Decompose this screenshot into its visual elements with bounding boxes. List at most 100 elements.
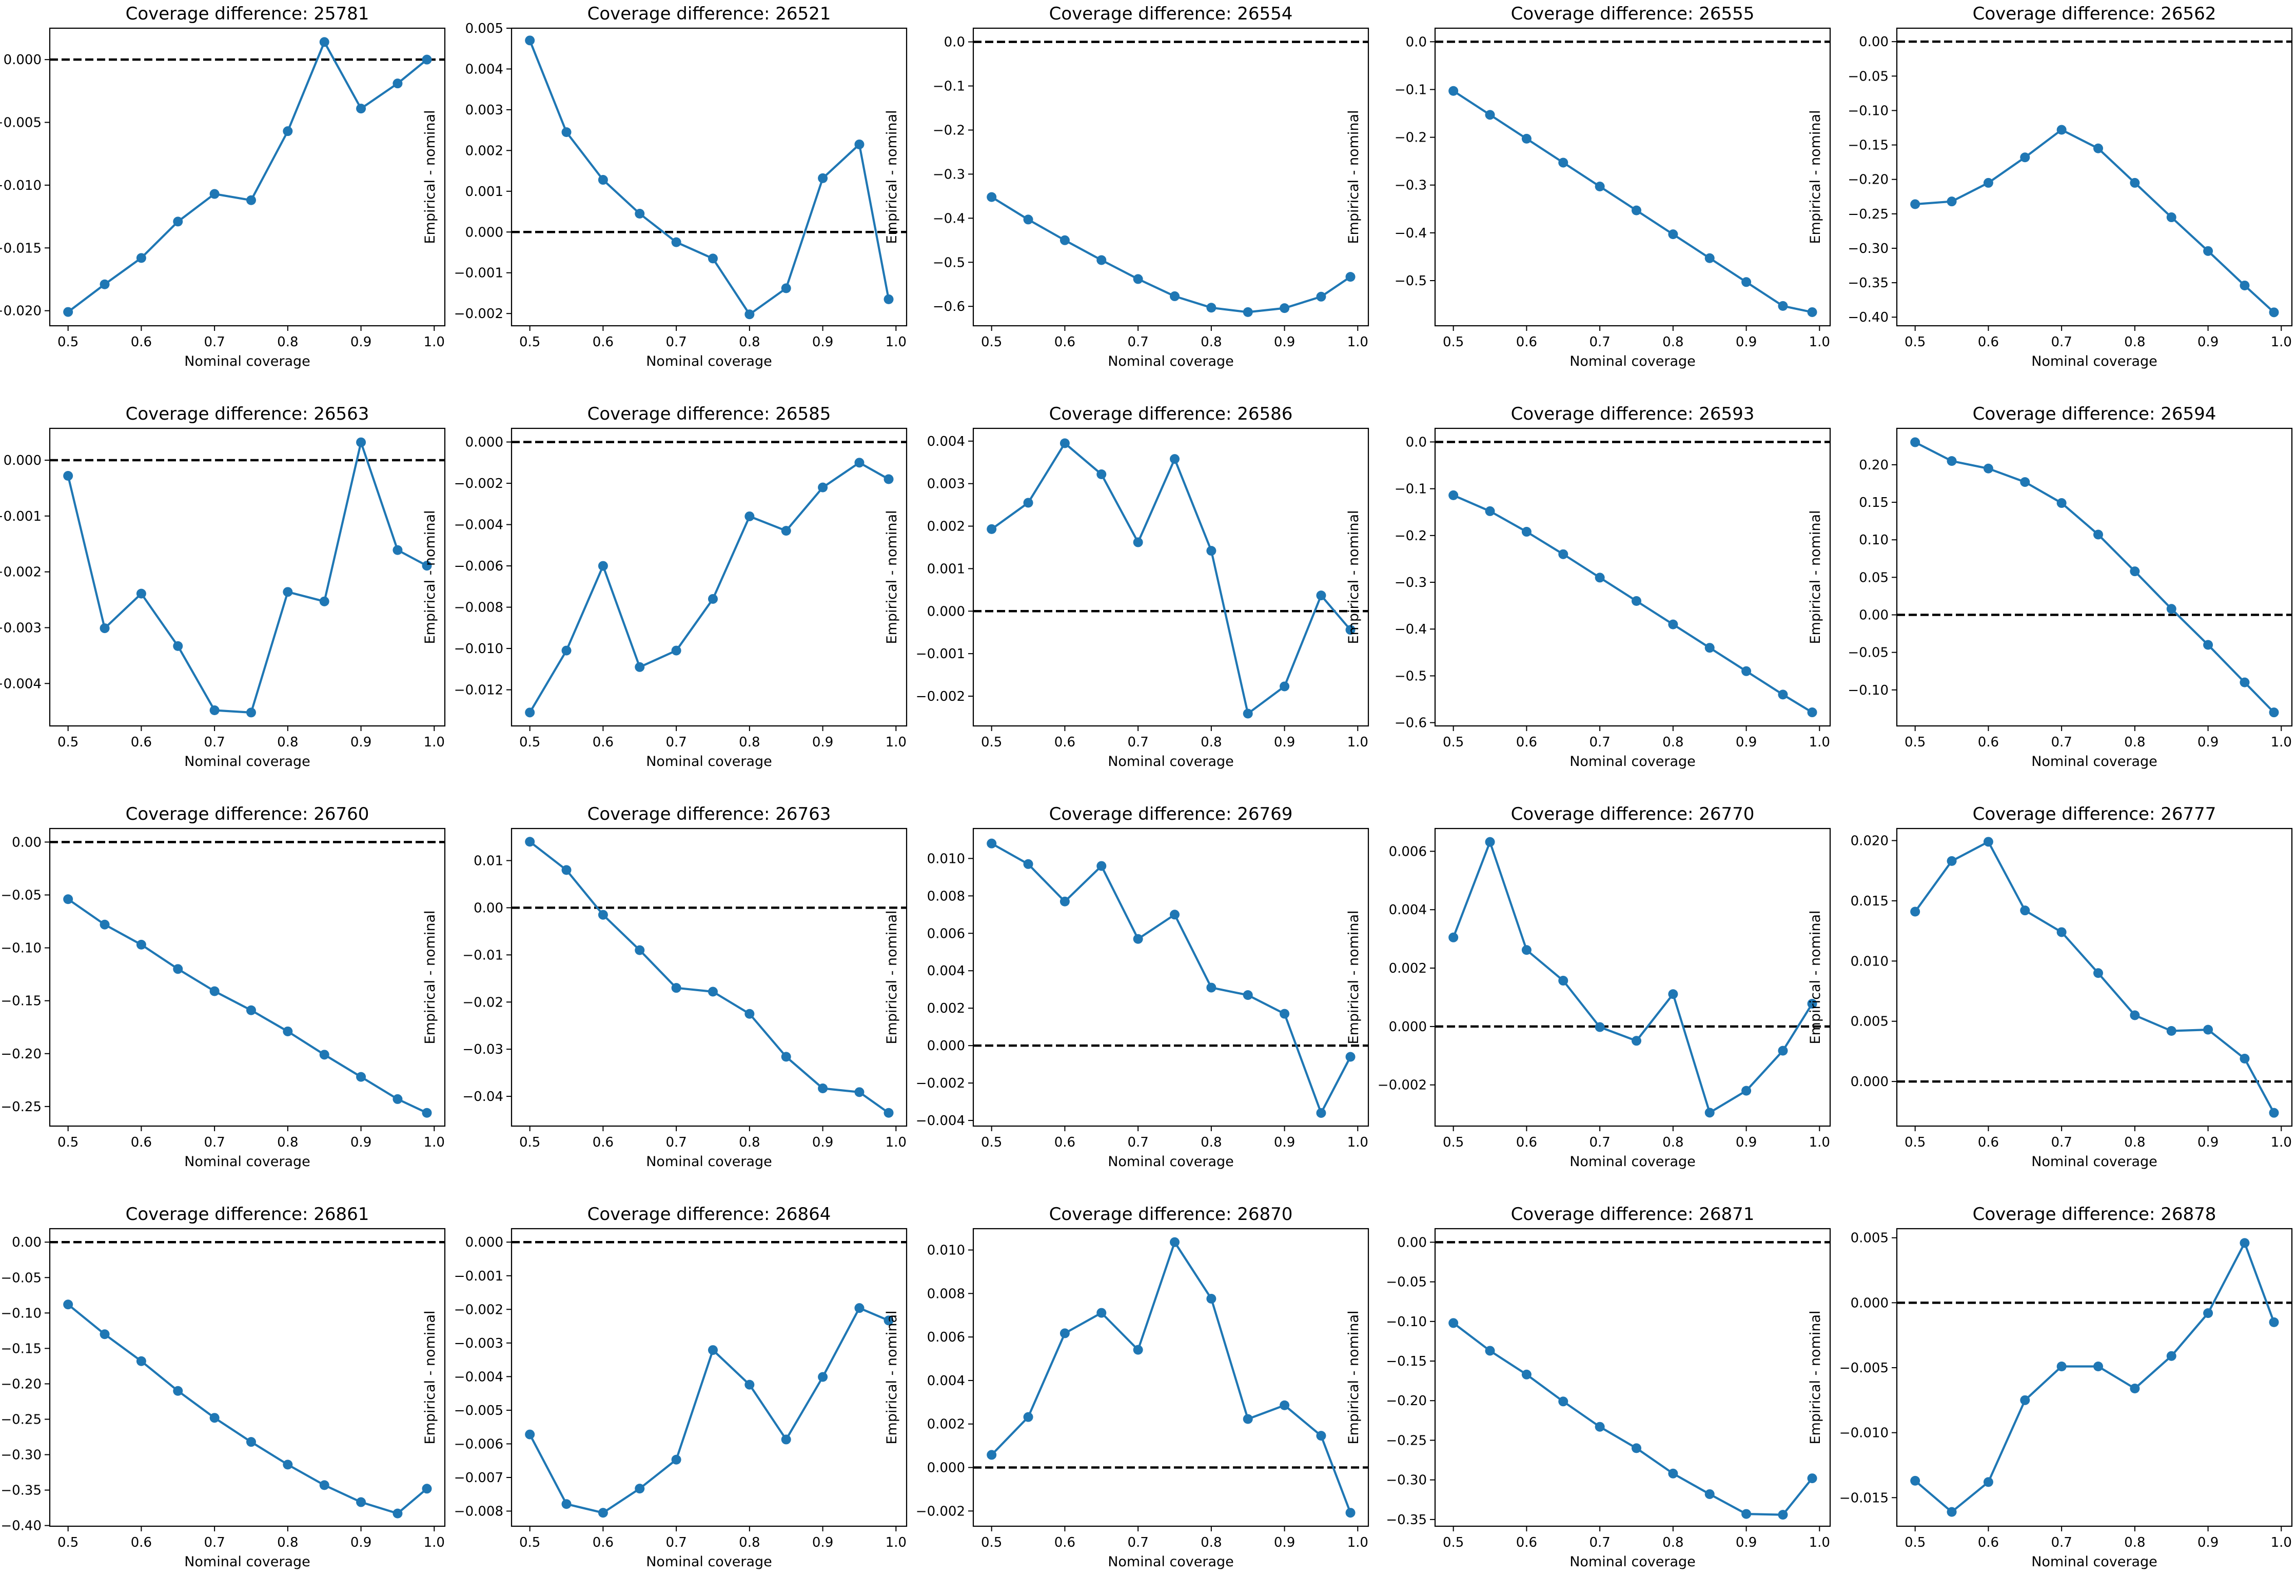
x-tick-label: 0.9 — [812, 1535, 833, 1550]
series-line — [1453, 90, 1813, 313]
data-point — [1316, 1431, 1326, 1441]
data-point — [1280, 1400, 1290, 1410]
data-point — [1983, 178, 1993, 188]
y-tick-label: 0.000 — [1389, 1019, 1427, 1035]
y-tick-label: 0.015 — [1851, 894, 1889, 909]
data-point — [2203, 640, 2213, 650]
y-tick-label: −0.006 — [454, 1436, 503, 1452]
data-point — [598, 561, 608, 571]
data-point — [818, 482, 828, 492]
data-point — [2130, 178, 2140, 188]
data-point — [1345, 625, 1356, 635]
data-point — [1059, 896, 1070, 907]
y-tick-label: 0.004 — [465, 62, 503, 77]
y-tick-label: 0.002 — [927, 1417, 965, 1432]
data-point — [1023, 1412, 1033, 1422]
subplot-26563: Coverage difference: 26563 0.5 0.6 0.7 0.8 0.… — [0, 404, 446, 770]
data-point — [209, 705, 220, 716]
x-tick-label: 0.7 — [1589, 735, 1610, 750]
data-point — [246, 707, 256, 718]
x-axis-label: Nominal coverage — [646, 353, 772, 369]
data-point — [422, 1108, 432, 1118]
data-point — [100, 623, 110, 634]
x-tick-label: 0.6 — [593, 1535, 614, 1550]
x-tick-label: 0.9 — [1736, 334, 1757, 350]
data-point — [1595, 573, 1605, 583]
data-point — [598, 910, 608, 920]
y-axis-label: Empirical - nominal — [1346, 911, 1362, 1045]
x-axis-label: Nominal coverage — [1108, 1154, 1234, 1170]
plot-frame — [511, 827, 908, 1127]
subplot-title: Coverage difference: 26770 — [1511, 804, 1755, 824]
data-point — [319, 37, 329, 47]
x-tick-label: 1.0 — [1347, 735, 1368, 750]
data-point — [1345, 272, 1356, 282]
x-tick-label: 0.5 — [1905, 1135, 1926, 1150]
series-line — [1915, 128, 2275, 313]
y-tick-label: 0.005 — [1851, 1014, 1889, 1030]
x-tick-label: 0.7 — [2051, 1135, 2072, 1150]
x-tick-label: 0.8 — [1201, 1135, 1222, 1150]
x-tick-label: 0.9 — [2197, 1535, 2219, 1550]
y-tick-label: 0.003 — [465, 103, 503, 118]
x-axis-label: Nominal coverage — [1108, 1554, 1234, 1570]
y-tick-label: −0.05 — [1, 1270, 42, 1286]
x-tick-label: 0.9 — [812, 334, 833, 350]
series-line — [1914, 1242, 2275, 1513]
x-tick-label: 0.6 — [1516, 735, 1537, 750]
y-tick-label: −0.30 — [1848, 241, 1889, 257]
data-point — [2056, 125, 2067, 135]
x-tick-label: 1.0 — [2271, 1135, 2292, 1150]
y-tick-label: −0.001 — [916, 646, 965, 662]
y-axis-label: Empirical - nominal — [422, 1311, 438, 1445]
data-point — [1910, 199, 1920, 209]
series-line — [67, 1304, 428, 1515]
data-point — [393, 545, 403, 555]
series-line — [991, 842, 1351, 1114]
data-point — [1521, 1369, 1532, 1380]
y-tick-label: −0.35 — [1, 1483, 42, 1499]
y-tick-label: −0.002 — [454, 1302, 503, 1317]
data-point — [671, 983, 681, 993]
data-point — [136, 1356, 146, 1366]
data-point — [1345, 1508, 1356, 1518]
x-tick-label: 0.8 — [1201, 334, 1222, 350]
y-tick-label: 0.15 — [1859, 495, 1889, 510]
y-tick-label: −0.001 — [0, 509, 42, 524]
y-tick-label: −0.007 — [454, 1470, 503, 1486]
x-tick-label: 0.8 — [277, 334, 298, 350]
data-point — [635, 1484, 645, 1494]
data-point — [246, 1005, 256, 1015]
x-tick-label: 0.6 — [1054, 334, 1075, 350]
x-tick-label: 0.7 — [665, 1135, 686, 1150]
y-tick-label: −0.2 — [933, 123, 965, 138]
y-tick-label: −0.10 — [1848, 683, 1889, 698]
y-tick-label: 0.00 — [474, 900, 503, 916]
x-tick-label: 0.6 — [131, 735, 152, 750]
data-point — [2166, 1026, 2176, 1036]
y-tick-label: −0.1 — [1395, 482, 1427, 497]
x-tick-label: 1.0 — [1347, 1535, 1368, 1550]
y-tick-label: −0.008 — [454, 600, 503, 616]
data-point — [1778, 689, 1788, 700]
data-point — [209, 189, 220, 199]
y-axis-label: Empirical - nominal — [1808, 510, 1823, 644]
data-point — [1133, 1345, 1143, 1355]
x-axis-label: Nominal coverage — [1569, 353, 1696, 369]
data-point — [818, 1083, 828, 1093]
y-tick-label: −0.002 — [454, 306, 503, 322]
data-point — [598, 1508, 608, 1518]
data-point — [671, 237, 681, 247]
data-point — [708, 987, 718, 997]
data-point — [525, 1429, 535, 1440]
data-point — [854, 1087, 865, 1097]
data-point — [2093, 143, 2103, 153]
subplot-26770: Coverage difference: 26770 0.5 0.6 0.7 0.8 0.… — [1346, 804, 1831, 1170]
data-point — [635, 945, 645, 955]
y-axis-label: Empirical - nominal — [884, 1311, 900, 1445]
data-point — [1206, 303, 1216, 313]
x-tick-label: 1.0 — [1809, 1135, 1830, 1150]
x-tick-label: 0.5 — [57, 1535, 79, 1550]
data-point — [818, 173, 828, 183]
data-point — [2240, 280, 2250, 290]
